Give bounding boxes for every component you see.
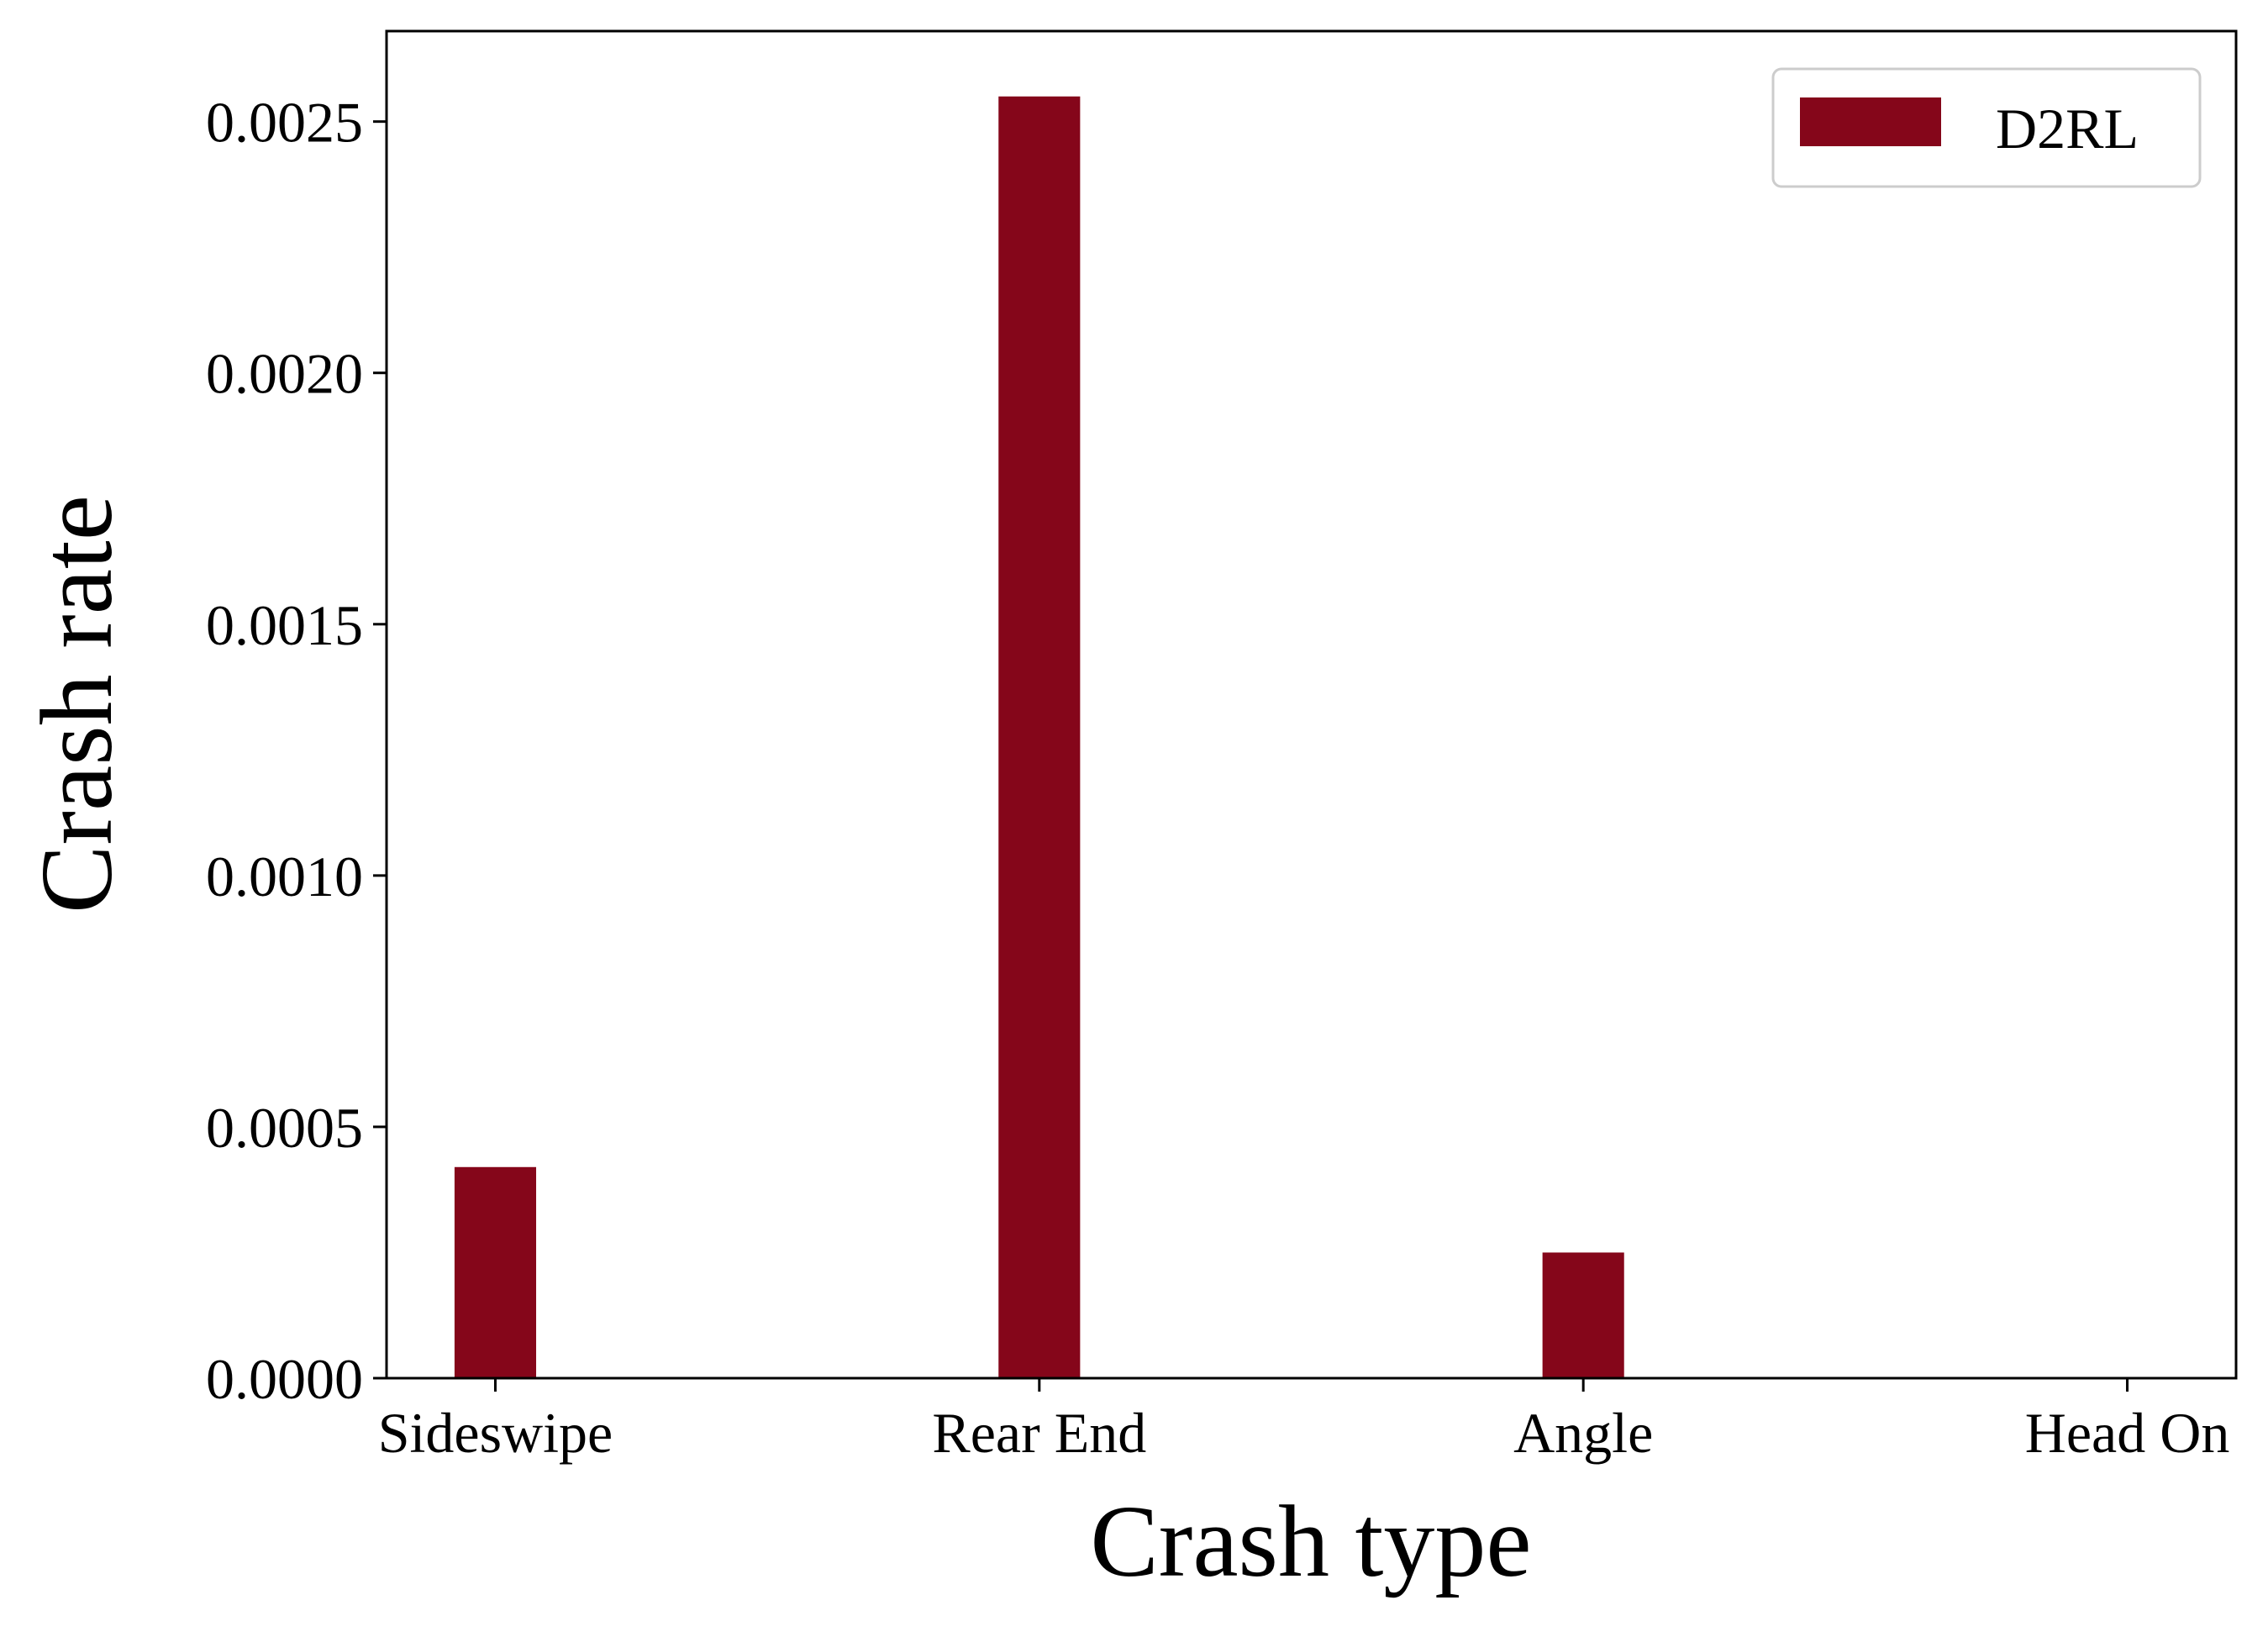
bar-sideswipe (454, 1166, 537, 1378)
x-axis-title: Crash type (1090, 1485, 1531, 1598)
x-tick-label: Angle (1513, 1401, 1653, 1465)
y-axis-title: Crash rate (20, 495, 134, 913)
x-tick-label: Head On (2025, 1401, 2230, 1465)
y-tick-label: 0.0015 (206, 593, 363, 657)
legend-label-d2rl: D2RL (1996, 97, 2139, 161)
legend-swatch-d2rl (1800, 97, 1941, 146)
x-axis: Sideswipe Rear End Angle Head On (378, 1378, 2230, 1465)
y-tick-label: 0.0010 (206, 845, 363, 908)
bar-rear-end (998, 96, 1081, 1379)
legend: D2RL (1771, 67, 2202, 188)
y-axis: 0.0000 0.0005 0.0010 0.0015 0.0020 0.0025 (206, 91, 387, 1411)
y-tick-label: 0.0025 (206, 91, 363, 155)
bars-layer (454, 96, 1624, 1379)
plot-frame (385, 29, 2238, 1380)
bar-angle (1542, 1252, 1624, 1378)
y-tick-label: 0.0000 (206, 1347, 363, 1411)
x-tick-label: Sideswipe (378, 1401, 613, 1465)
y-tick-label: 0.0020 (206, 342, 363, 406)
y-tick-label: 0.0005 (206, 1096, 363, 1160)
x-tick-label: Rear End (932, 1401, 1146, 1465)
